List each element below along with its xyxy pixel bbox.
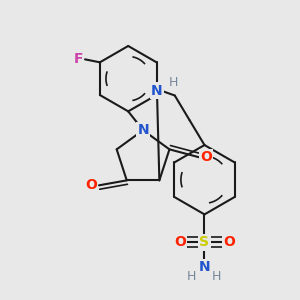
Text: N: N [137,123,149,137]
Text: O: O [85,178,97,192]
Text: F: F [73,52,83,66]
Text: H: H [212,270,221,283]
Text: H: H [169,76,178,89]
Text: O: O [200,150,212,164]
Text: O: O [223,235,235,249]
Text: N: N [151,84,163,98]
Text: S: S [200,235,209,249]
Text: O: O [174,235,186,249]
Text: N: N [199,260,210,274]
Text: H: H [187,270,196,283]
